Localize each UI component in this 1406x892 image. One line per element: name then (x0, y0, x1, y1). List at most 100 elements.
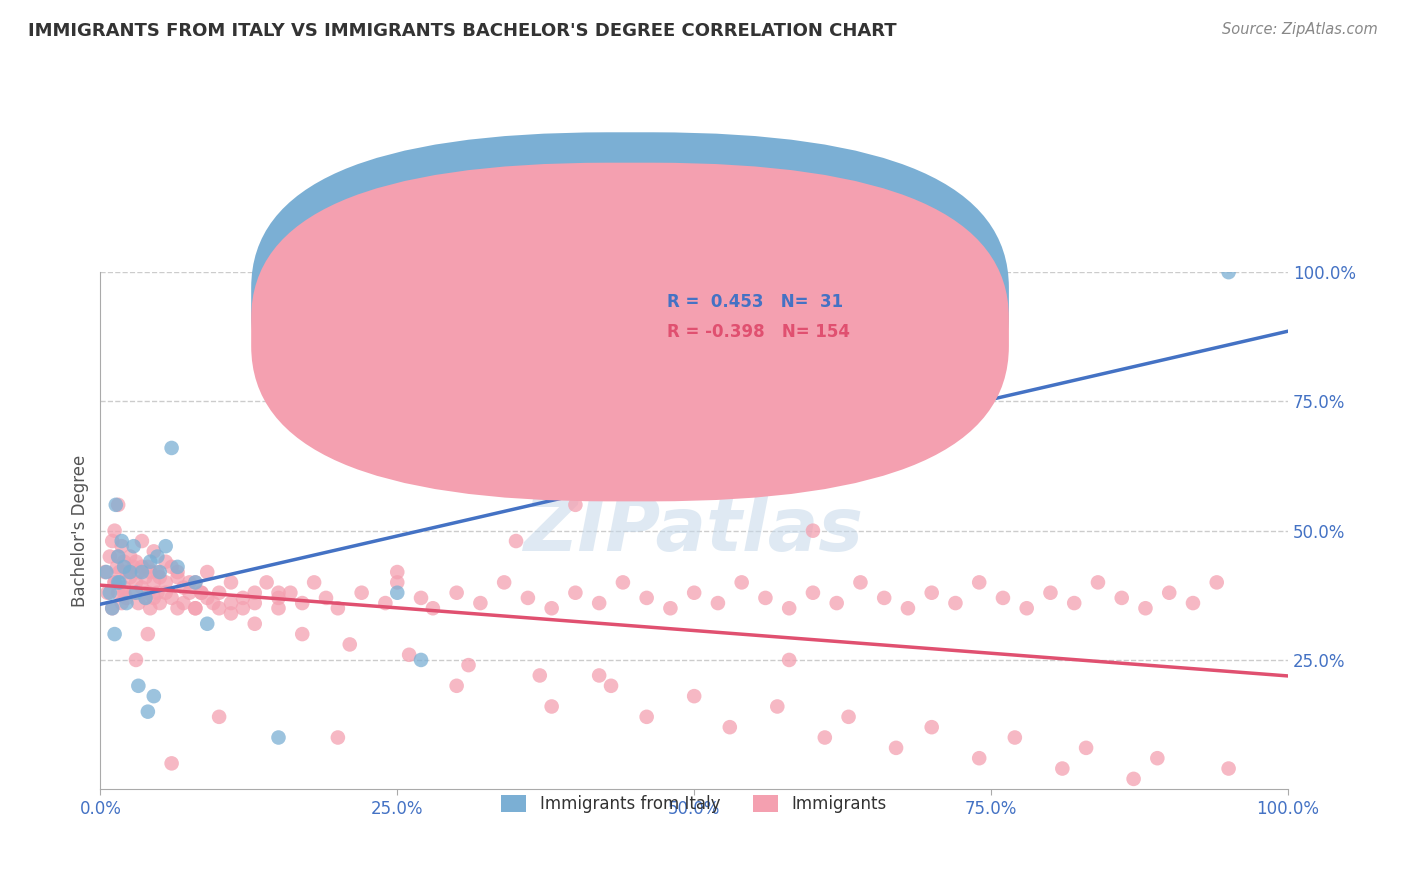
Point (139, 565, 162, 579)
Point (94, 565, 117, 579)
Point (195, 616, 218, 631)
Point (326, 731, 349, 745)
Point (166, 601, 188, 615)
Point (184, 601, 207, 615)
FancyBboxPatch shape (252, 162, 1010, 501)
Point (267, 585, 290, 599)
Point (945, 596, 967, 610)
Point (98, 585, 121, 599)
Point (505, 534, 527, 549)
Point (516, 591, 538, 605)
Point (291, 627, 314, 641)
Point (142, 689, 165, 703)
Point (134, 570, 156, 584)
Point (600, 679, 623, 693)
Point (190, 585, 212, 599)
Point (101, 534, 124, 549)
Point (778, 653, 800, 667)
Point (409, 653, 432, 667)
Point (457, 658, 479, 673)
Point (179, 575, 201, 590)
Point (107, 585, 129, 599)
Point (173, 596, 195, 610)
Point (107, 498, 129, 512)
Point (1146, 751, 1168, 765)
Point (540, 601, 562, 615)
Point (718, 720, 741, 734)
Point (166, 570, 188, 584)
Point (1039, 585, 1062, 599)
Point (683, 689, 706, 703)
Point (208, 585, 231, 599)
Point (98, 549, 121, 564)
Point (339, 637, 361, 651)
Point (267, 601, 290, 615)
Point (131, 565, 153, 579)
Point (529, 668, 551, 682)
Point (315, 591, 337, 605)
Point (564, 585, 586, 599)
Point (1218, 762, 1240, 776)
Point (107, 549, 129, 564)
Text: ZIPatlas: ZIPatlas (524, 494, 865, 567)
Point (127, 679, 149, 693)
Point (107, 549, 129, 564)
Point (115, 591, 138, 605)
Point (149, 596, 172, 610)
Point (173, 581, 195, 595)
Point (139, 555, 162, 569)
Point (111, 539, 134, 553)
Point (104, 575, 127, 590)
Point (108, 575, 131, 590)
Point (101, 601, 124, 615)
Point (612, 575, 634, 590)
Point (184, 601, 207, 615)
Point (1111, 591, 1133, 605)
Point (967, 751, 990, 765)
Point (195, 565, 218, 579)
Point (243, 585, 266, 599)
Point (838, 710, 860, 724)
Point (127, 596, 149, 610)
Point (96, 585, 118, 599)
Point (131, 534, 153, 549)
Point (111, 534, 134, 549)
Point (409, 591, 432, 605)
Point (142, 591, 165, 605)
Point (115, 565, 138, 579)
Point (588, 668, 610, 682)
Point (125, 575, 148, 590)
Point (1159, 585, 1181, 599)
Point (884, 740, 907, 755)
Text: R =  0.453   N=  31: R = 0.453 N= 31 (666, 293, 844, 310)
Point (125, 555, 148, 569)
Point (494, 575, 516, 590)
Point (184, 575, 207, 590)
Point (136, 627, 159, 641)
Point (112, 581, 135, 595)
Point (104, 627, 127, 641)
Point (179, 585, 201, 599)
Point (1087, 575, 1109, 590)
Point (149, 565, 172, 579)
Point (446, 585, 468, 599)
Point (139, 601, 162, 615)
Point (131, 560, 153, 574)
Point (166, 560, 188, 574)
Point (243, 596, 266, 610)
Point (825, 596, 848, 610)
Point (125, 585, 148, 599)
Point (112, 555, 135, 569)
Point (921, 585, 943, 599)
Point (1052, 762, 1074, 776)
Point (108, 565, 131, 579)
Point (707, 596, 730, 610)
Point (302, 575, 325, 590)
Point (636, 710, 658, 724)
Point (243, 616, 266, 631)
Point (107, 575, 129, 590)
Point (202, 596, 225, 610)
Point (146, 549, 169, 564)
Point (1205, 575, 1227, 590)
Point (387, 565, 409, 579)
